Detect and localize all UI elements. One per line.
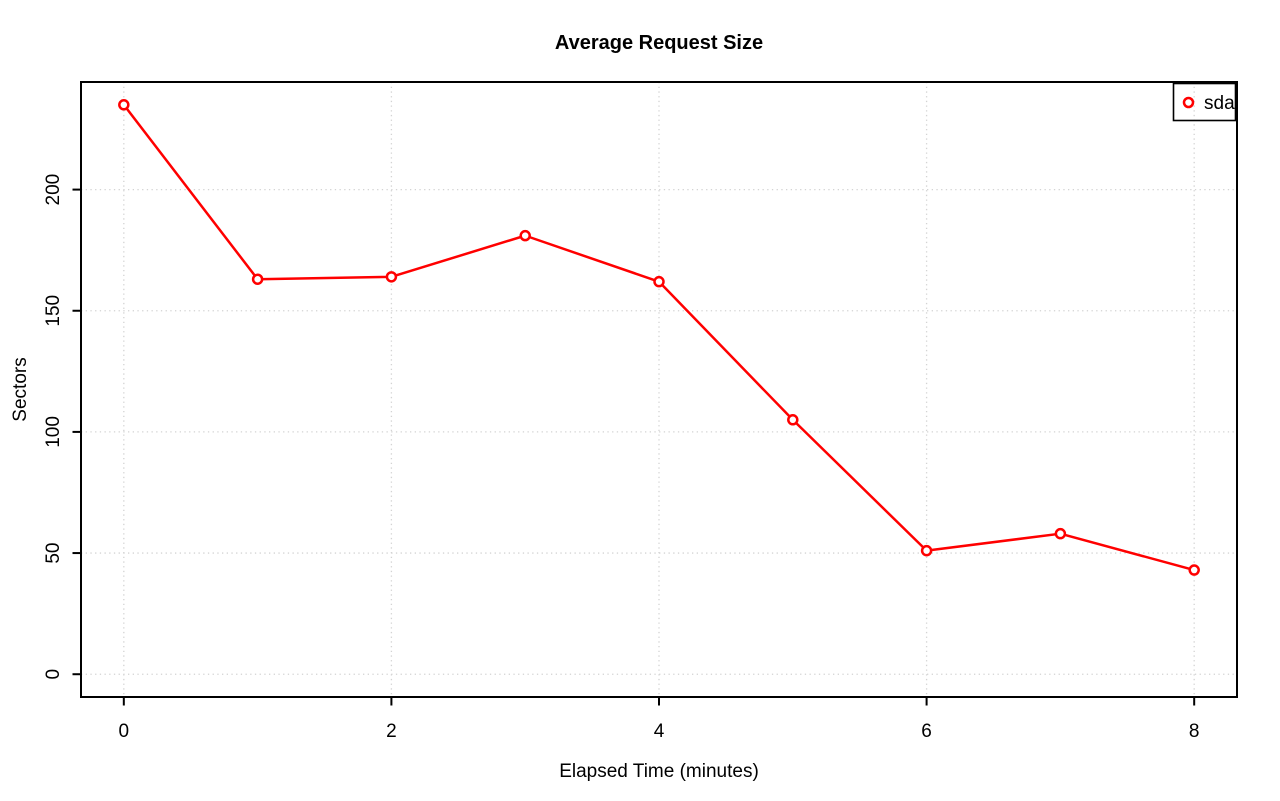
y-axis-label: Sectors [10, 357, 31, 421]
x-tick-label: 2 [386, 721, 397, 742]
y-tick-label: 50 [43, 542, 64, 563]
series-line [122, 103, 1196, 572]
data-point [1188, 564, 1200, 576]
legend-box [1172, 82, 1237, 122]
axes-layer: 0 2 4 6 8 0 50 100 150 200 [43, 81, 1238, 742]
grid-layer [81, 82, 1237, 697]
data-point [653, 275, 665, 288]
x-axis-label: Elapsed Time (minutes) [559, 761, 759, 782]
y-tick-label: 0 [43, 669, 64, 680]
chart-title: Average Request Size [555, 32, 763, 54]
x-tick-label: 8 [1189, 721, 1200, 742]
series-layer [118, 99, 1200, 576]
data-point [787, 414, 799, 426]
x-tick-label: 4 [654, 721, 665, 742]
x-tick-label: 0 [119, 721, 130, 742]
legend-label: sda [1204, 93, 1235, 114]
x-tick-label: 6 [921, 721, 932, 742]
data-point [1054, 527, 1067, 540]
y-tick-label: 200 [43, 174, 64, 206]
legend-marker-icon [1182, 96, 1195, 109]
y-tick-label: 100 [43, 416, 64, 448]
data-point [519, 229, 531, 242]
y-tick-label: 150 [43, 295, 64, 327]
data-point [251, 273, 264, 285]
legend: sda [1172, 82, 1237, 122]
data-point [118, 99, 130, 111]
data-point [920, 544, 933, 557]
data-point [385, 271, 398, 283]
